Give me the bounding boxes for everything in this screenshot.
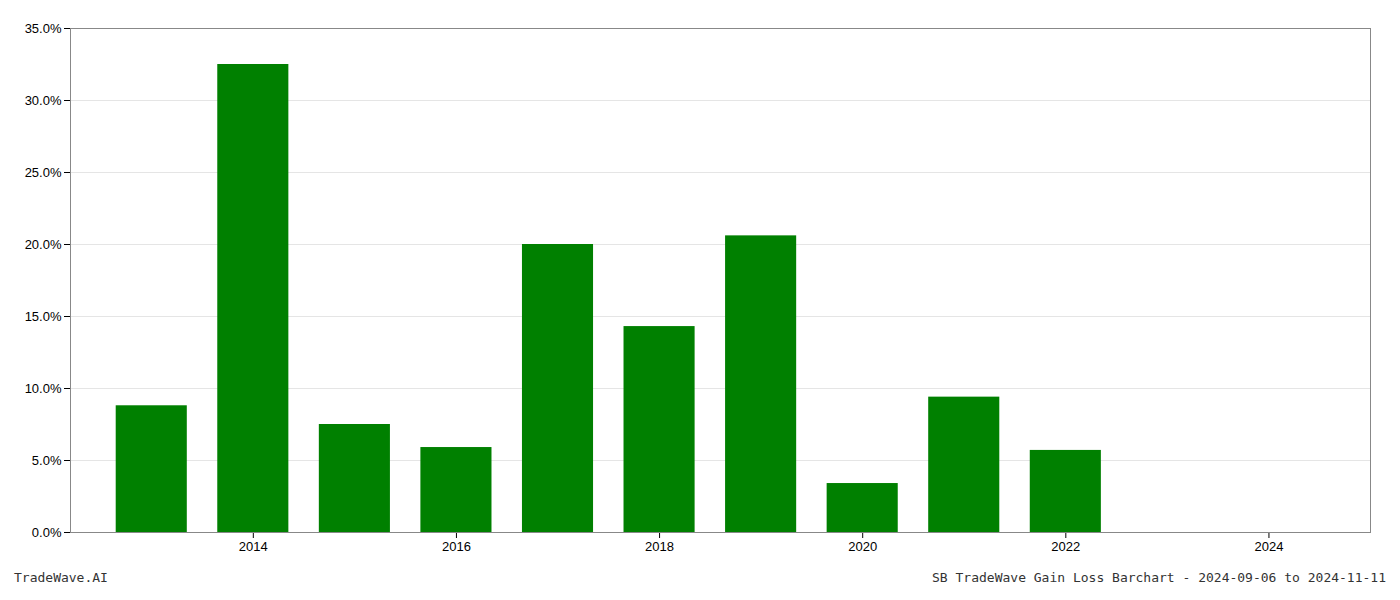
svg-text:0.0%: 0.0% [32, 525, 62, 540]
svg-text:2024: 2024 [1254, 539, 1283, 554]
html-text:TradeWave.AI: TradeWave.AI [14, 570, 108, 585]
svg-text:2020: 2020 [848, 539, 877, 554]
svg-text:30.0%: 30.0% [25, 93, 62, 108]
svg-text:10.0%: 10.0% [25, 381, 62, 396]
svg-text:2016: 2016 [442, 539, 471, 554]
svg-text:5.0%: 5.0% [32, 453, 62, 468]
svg-text:25.0%: 25.0% [25, 165, 62, 180]
svg-text:2018: 2018 [645, 539, 674, 554]
svg-text:2014: 2014 [239, 539, 268, 554]
svg-text:15.0%: 15.0% [25, 309, 62, 324]
html-text:SB TradeWave Gain Loss Barchar: SB TradeWave Gain Loss Barchart - 2024-0… [932, 570, 1386, 585]
svg-text:35.0%: 35.0% [25, 21, 62, 36]
svg-text:2022: 2022 [1051, 539, 1080, 554]
svg-text:20.0%: 20.0% [25, 237, 62, 252]
